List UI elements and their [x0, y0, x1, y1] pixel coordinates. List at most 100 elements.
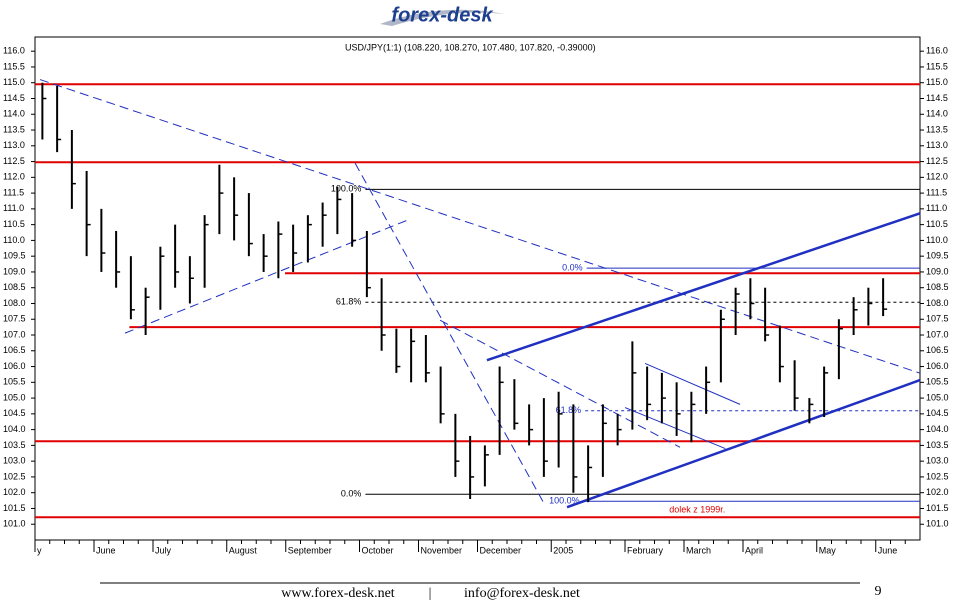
x-tick-label: September: [288, 545, 332, 555]
y-tick-label-right: 101.0: [926, 519, 949, 529]
y-tick-label: 110.5: [3, 219, 25, 229]
y-tick-label-right: 111.5: [926, 187, 947, 197]
y-tick-label-right: 110.0: [926, 235, 948, 245]
y-tick-label-right: 105.0: [926, 392, 949, 402]
y-tick-label: 106.5: [3, 345, 26, 355]
trendline: [354, 162, 546, 506]
y-tick-label: 109.5: [3, 251, 26, 261]
logo: forex-desk: [391, 4, 493, 26]
trendline: [566, 378, 921, 509]
y-tick-label: 107.0: [3, 329, 26, 339]
level-label: 0.0%: [562, 263, 583, 273]
plot-frame: [34, 36, 921, 541]
y-tick-label-right: 101.5: [926, 503, 949, 513]
y-tick-label-right: 103.0: [926, 456, 949, 466]
y-tick-label-right: 108.5: [926, 282, 949, 292]
y-tick-label: 103.5: [3, 440, 26, 450]
y-tick-label: 102.5: [3, 471, 26, 481]
x-tick-label: December: [480, 545, 522, 555]
y-tick-label-right: 114.5: [926, 93, 948, 103]
x-tick-label: October: [362, 545, 394, 555]
y-tick-label-right: 106.0: [926, 361, 949, 371]
x-tick-label: y: [37, 545, 42, 555]
trendline: [39, 79, 921, 374]
y-tick-label: 107.5: [3, 314, 26, 324]
y-tick-label: 110.0: [3, 235, 25, 245]
footer-email: info@forex-desk.net: [464, 586, 580, 601]
level-label: 61.8%: [556, 405, 582, 415]
x-tick-label: March: [686, 545, 711, 555]
x-tick-label: July: [155, 545, 172, 555]
y-tick-label: 103.0: [3, 456, 26, 466]
y-tick-label-right: 106.5: [926, 345, 949, 355]
level-label: 0.0%: [341, 489, 362, 499]
x-tick-label: February: [627, 545, 664, 555]
trendline: [486, 212, 921, 362]
y-tick-label-right: 116.0: [926, 46, 948, 56]
x-tick-label: November: [421, 545, 463, 555]
y-tick-label-right: 113.0: [926, 140, 948, 150]
x-tick-label: April: [745, 545, 763, 555]
y-tick-label: 101.0: [3, 519, 26, 529]
x-tick-label: June: [96, 545, 116, 555]
y-tick-label-right: 111.0: [926, 203, 947, 213]
trendline: [439, 319, 681, 448]
y-tick-label-right: 105.5: [926, 377, 949, 387]
trendline: [624, 407, 726, 450]
footer-separator: |: [429, 586, 432, 601]
y-tick-label-right: 104.5: [926, 408, 949, 418]
y-tick-label: 116.0: [3, 46, 25, 56]
chart-title: USD/JPY(1:1) (108.220, 108.270, 107.480,…: [345, 42, 596, 52]
y-tick-label-right: 110.5: [926, 219, 948, 229]
y-tick-label: 112.0: [3, 172, 25, 182]
y-tick-label-right: 109.0: [926, 266, 949, 276]
y-tick-label-right: 107.5: [926, 314, 949, 324]
y-tick-label-right: 115.0: [926, 77, 948, 87]
y-tick-label-right: 108.0: [926, 298, 949, 308]
x-tick-label: May: [819, 545, 837, 555]
y-tick-label: 106.0: [3, 361, 26, 371]
y-tick-label: 114.0: [3, 109, 25, 119]
y-tick-label: 108.0: [3, 298, 26, 308]
y-tick-label: 109.0: [3, 266, 26, 276]
y-tick-label: 111.5: [3, 187, 24, 197]
x-tick-label: June: [878, 545, 898, 555]
y-tick-label-right: 112.5: [926, 156, 948, 166]
level-label: 61.8%: [336, 297, 362, 307]
y-tick-label: 111.0: [3, 203, 24, 213]
x-tick-label: 2005: [553, 545, 573, 555]
y-tick-label: 112.5: [3, 156, 25, 166]
y-tick-label-right: 112.0: [926, 172, 948, 182]
y-tick-label: 105.5: [3, 377, 26, 387]
y-tick-label-right: 102.0: [926, 487, 949, 497]
y-tick-label-right: 103.5: [926, 440, 949, 450]
logo-swoosh: [380, 9, 505, 26]
y-tick-label: 101.5: [3, 503, 26, 513]
y-tick-label-right: 102.5: [926, 471, 949, 481]
y-tick-label-right: 115.5: [926, 61, 948, 71]
y-tick-label: 102.0: [3, 487, 26, 497]
level-label: 100.0%: [549, 496, 580, 506]
y-tick-label: 115.5: [3, 61, 25, 71]
y-tick-label: 113.5: [3, 124, 25, 134]
page-number: 9: [875, 584, 882, 599]
y-tick-label: 104.5: [3, 408, 26, 418]
footer-site: www.forex-desk.net: [281, 586, 394, 601]
y-tick-label-right: 109.5: [926, 251, 949, 261]
y-tick-label-right: 107.0: [926, 329, 949, 339]
trendline: [124, 218, 410, 334]
y-tick-label: 113.0: [3, 140, 25, 150]
y-tick-label-right: 113.5: [926, 124, 948, 134]
y-tick-label: 115.0: [3, 77, 25, 87]
x-tick-label: August: [229, 545, 258, 555]
annotation: dolek z 1999r.: [669, 504, 725, 514]
y-tick-label: 114.5: [3, 93, 25, 103]
y-tick-label: 105.0: [3, 392, 26, 402]
y-tick-label-right: 114.0: [926, 109, 948, 119]
trendline: [644, 362, 741, 405]
y-tick-label: 108.5: [3, 282, 26, 292]
y-tick-label: 104.0: [3, 424, 26, 434]
level-label: 100.0%: [331, 184, 362, 194]
